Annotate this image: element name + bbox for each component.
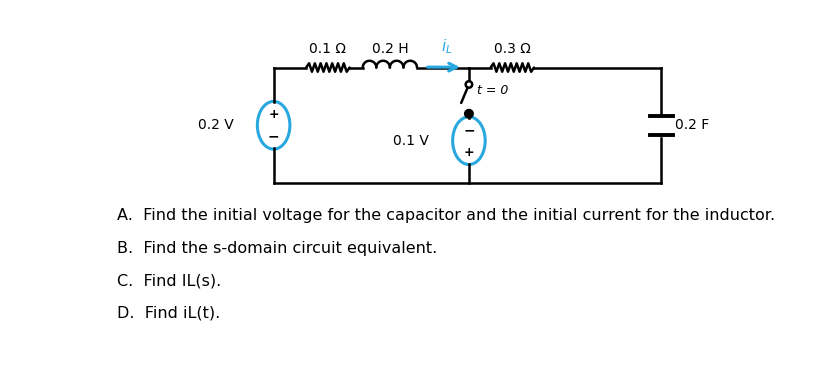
Text: D.  Find iL(t).: D. Find iL(t). [117,306,220,321]
Text: $i_L$: $i_L$ [441,37,453,56]
Text: t = 0: t = 0 [477,84,508,97]
Text: A.  Find the initial voltage for the capacitor and the initial current for the i: A. Find the initial voltage for the capa… [117,208,775,223]
Circle shape [465,81,472,88]
Text: −: − [268,130,280,144]
Text: 0.2 V: 0.2 V [197,118,233,132]
Text: 0.3 Ω: 0.3 Ω [494,42,530,56]
Text: −: − [463,123,474,137]
Text: 0.1 V: 0.1 V [393,134,429,148]
Text: 0.1 Ω: 0.1 Ω [309,42,346,56]
Text: 0.2 H: 0.2 H [371,42,408,56]
Text: C.  Find IL(s).: C. Find IL(s). [117,273,221,288]
Text: 0.2 F: 0.2 F [675,118,710,132]
Text: +: + [268,108,279,121]
Circle shape [465,110,473,118]
Text: +: + [464,146,474,159]
Text: B.  Find the s-domain circuit equivalent.: B. Find the s-domain circuit equivalent. [117,241,437,256]
